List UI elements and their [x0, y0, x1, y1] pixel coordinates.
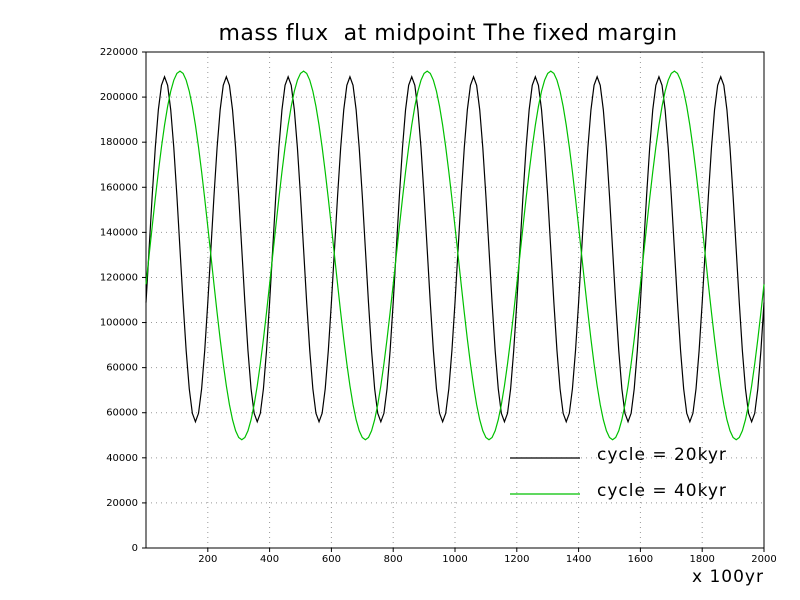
x-tick-label: 1200 [504, 554, 529, 565]
y-tick-label: 220000 [100, 47, 138, 58]
y-tick-label: 200000 [100, 92, 138, 103]
legend-label: cycle = 20kyr [597, 445, 727, 465]
y-tick-label: 180000 [100, 137, 138, 148]
y-tick-label: 140000 [100, 227, 138, 238]
y-tick-label: 100000 [100, 318, 138, 329]
y-tick-label: 20000 [106, 498, 138, 509]
y-tick-label: 120000 [100, 272, 138, 283]
x-tick-label: 600 [322, 554, 341, 565]
y-tick-label: 40000 [106, 453, 138, 464]
x-tick-label: 200 [198, 554, 217, 565]
series-line [145, 75, 765, 424]
x-tick-label: 400 [260, 554, 279, 565]
x-tick-label: 1000 [442, 554, 467, 565]
y-tick-label: 0 [132, 543, 138, 554]
x-tick-label: 2000 [751, 554, 776, 565]
y-tick-label: 60000 [106, 408, 138, 419]
x-tick-label: 1600 [628, 554, 653, 565]
x-tick-label: 800 [384, 554, 403, 565]
chart-title: mass flux at midpoint The fixed margin [218, 21, 677, 46]
legend-label: cycle = 40kyr [597, 481, 727, 501]
x-tick-label: 1800 [689, 554, 714, 565]
x-axis-label: x 100yr [692, 567, 764, 587]
y-tick-label: 160000 [100, 182, 138, 193]
series-line [145, 70, 765, 441]
x-tick-label: 1400 [566, 554, 591, 565]
y-tick-label: 60000 [106, 363, 138, 374]
